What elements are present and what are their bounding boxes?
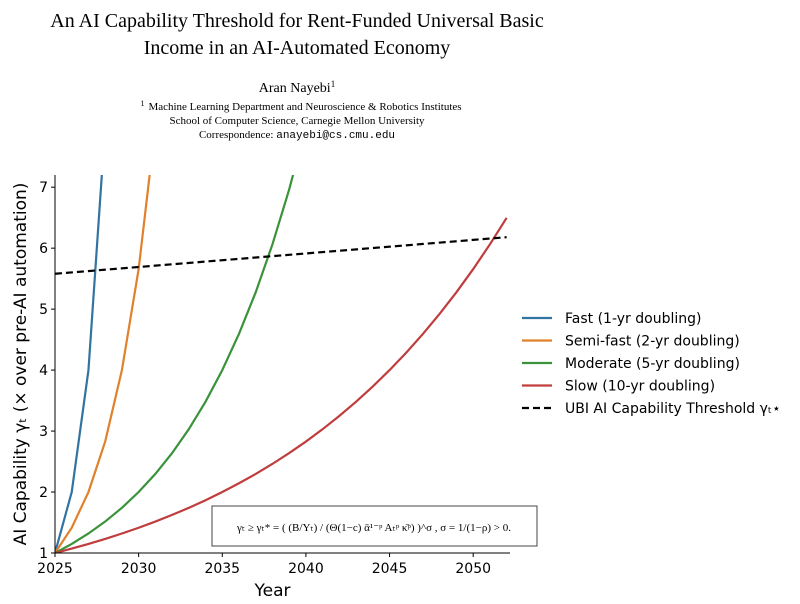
legend-label: Semi-fast (2-yr doubling) [565,334,740,350]
x-tick-label: 2040 [288,561,324,577]
y-tick-label: 3 [39,424,48,440]
annotation: γₜ ≥ γₜ* = ( (B/Yₜ) / (Θ(1−c) ᾱ¹⁻ᵖ Aₜᵖ κ… [236,522,511,534]
x-tick-label: 2045 [372,561,408,577]
affiliation: 1 Machine Learning Department and Neurosc… [140,99,461,113]
y-tick-label: 6 [39,241,48,257]
legend-label: Fast (1-yr doubling) [565,311,701,327]
y-axis-label: AI Capability γₜ (× over pre-AI automati… [11,183,31,546]
y-tick-label: 1 [39,546,48,562]
y-tick-label: 4 [39,363,48,379]
annotation-box [211,505,538,547]
title-line: An AI Capability Threshold for Rent-Fund… [50,10,544,32]
affiliation-mark: 1 [140,99,144,108]
y-tick-label: 7 [39,180,48,196]
legend-label: Slow (10-yr doubling) [565,379,715,395]
author-mark: 1 [331,79,336,89]
x-tick-label: 2050 [455,561,491,577]
plot-area [55,175,508,553]
correspondence: Correspondence: anayebi@cs.cmu.edu [199,129,395,142]
y-tick-label: 5 [39,302,48,318]
x-tick-label: 2030 [121,561,157,577]
x-tick-label: 2025 [37,561,73,577]
line [55,236,507,275]
author-name: Aran Nayebi [259,81,331,96]
affiliation-text: Machine Learning Department and Neurosci… [148,101,461,113]
author: Aran Nayebi1 [259,79,335,96]
y-tick-label: 2 [39,485,48,501]
legend-label: Moderate (5-yr doubling) [565,356,740,372]
line [55,175,103,553]
email: anayebi@cs.cmu.edu [276,130,395,142]
x-tick-label: 2035 [204,561,240,577]
legend-label: UBI AI Capability Threshold γₜ⋆ [565,401,781,417]
line [55,175,151,553]
correspondence-label: Correspondence: [199,129,274,141]
line [55,175,295,553]
title-line: Income in an AI-Automated Economy [144,37,451,59]
affiliation: School of Computer Science, Carnegie Mel… [169,115,425,127]
line [55,217,508,553]
x-axis-label: Year [254,581,291,599]
